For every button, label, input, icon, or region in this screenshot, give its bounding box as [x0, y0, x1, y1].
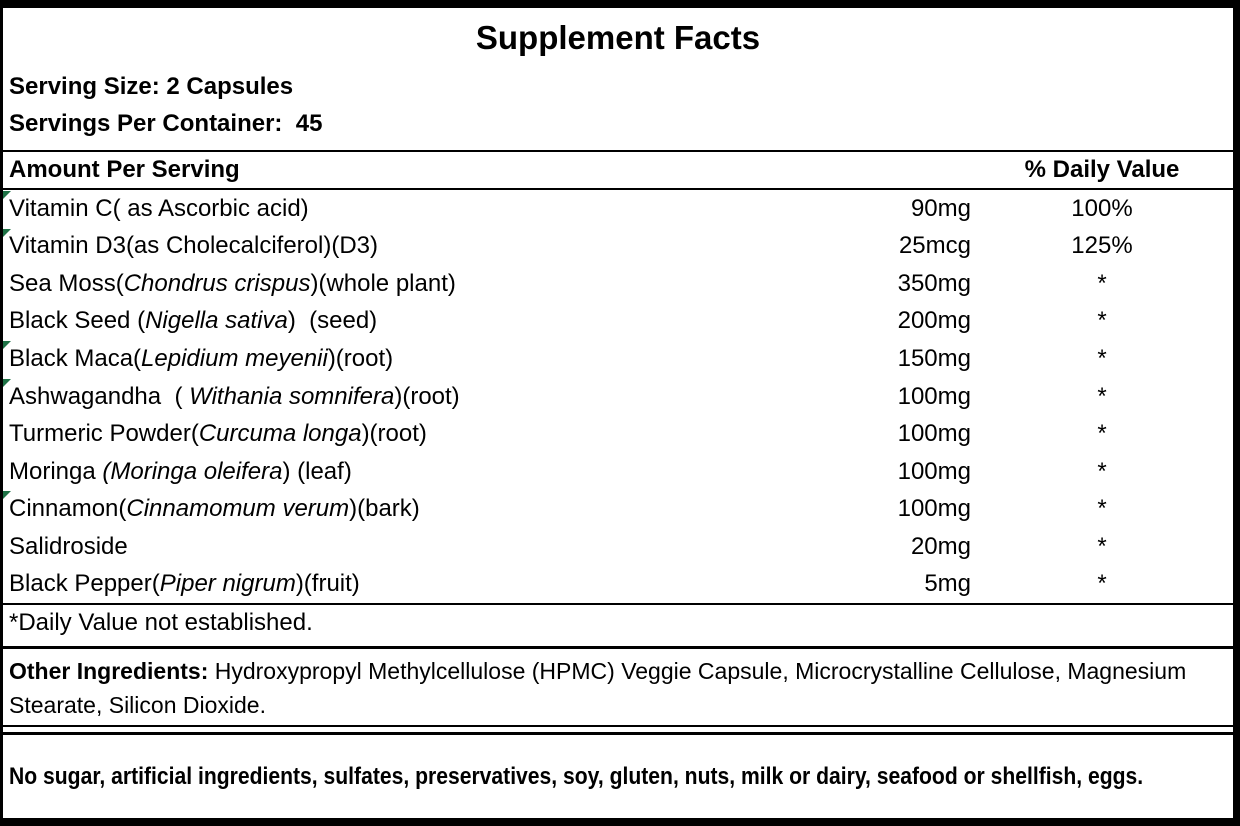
top-section: Supplement Facts Serving Size: 2 Capsule… — [3, 8, 1233, 150]
other-ingredients-label: Other Ingredients: — [9, 658, 209, 684]
ingredient-amount: 350mg — [897, 269, 971, 297]
serving-size-text: Serving Size: 2 Capsules — [9, 73, 294, 100]
table-row: Vitamin C( as Ascorbic acid) 90mg 100% — [3, 190, 1233, 228]
excel-flag-icon — [3, 191, 11, 199]
ingredient-amount: 90mg — [910, 194, 971, 222]
ingredient-daily-value: * — [1097, 344, 1107, 372]
ingredient-daily-value: * — [1097, 420, 1107, 448]
allergen-statement-text: No sugar, artificial ingredients, sulfat… — [9, 762, 1144, 790]
ingredient-name: Ashwagandha ( Withania somnifera)(root) — [9, 382, 460, 410]
daily-value-header: % Daily Value — [1024, 156, 1180, 183]
ingredient-name: Sea Moss(Chondrus crispus)(whole plant) — [9, 269, 456, 297]
ingredient-daily-value: * — [1097, 495, 1107, 523]
ingredient-amount: 200mg — [897, 307, 971, 335]
ingredient-name: Vitamin C( as Ascorbic acid) — [9, 194, 309, 222]
ingredient-name: Moringa (Moringa oleifera) (leaf) — [9, 457, 352, 485]
excel-flag-icon — [3, 378, 11, 387]
amount-per-serving-header: Amount Per Serving — [9, 156, 240, 183]
ingredient-amount: 100mg — [897, 495, 971, 523]
table-row: Cinnamon(Cinnamomum verum)(bark) 100mg * — [3, 490, 1233, 528]
excel-flag-icon — [3, 341, 11, 350]
ingredient-name: Black Pepper(Piper nigrum)(fruit) — [9, 570, 360, 598]
ingredient-amount: 20mg — [910, 532, 971, 560]
excel-flag-icon — [3, 228, 11, 237]
servings-per-container-text: Servings Per Container: 45 — [9, 110, 323, 137]
ingredient-daily-value: * — [1097, 532, 1107, 560]
ingredient-daily-value: 125% — [1071, 232, 1133, 260]
ingredient-name: Black Maca(Lepidium meyenii)(root) — [9, 344, 394, 372]
section-gap — [3, 727, 1233, 732]
ingredient-name: Cinnamon(Cinnamomum verum)(bark) — [9, 495, 420, 523]
table-row: Salidroside 20mg * — [3, 528, 1233, 566]
table-row: Sea Moss(Chondrus crispus)(whole plant) 3… — [3, 265, 1233, 303]
ingredient-daily-value: * — [1097, 457, 1107, 485]
table-row: Black Maca(Lepidium meyenii)(root) 150mg * — [3, 340, 1233, 378]
table-header-row: Amount Per Serving % Daily Value — [3, 150, 1233, 190]
section-gap — [3, 641, 1233, 646]
table-row: Black Seed (Nigella sativa) (seed) 200mg * — [3, 303, 1233, 341]
excel-flag-icon — [3, 491, 11, 500]
other-ingredients-section: Other Ingredients: Hydroxypropyl Methylc… — [3, 646, 1233, 727]
ingredient-amount: 150mg — [897, 344, 971, 372]
ingredient-amount: 100mg — [897, 457, 971, 485]
ingredient-name: Black Seed (Nigella sativa) (seed) — [9, 307, 378, 335]
ingredient-amount: 100mg — [897, 420, 971, 448]
ingredient-daily-value: * — [1097, 570, 1107, 598]
allergen-statement-section: No sugar, artificial ingredients, sulfat… — [3, 732, 1233, 818]
ingredient-amount: 25mcg — [898, 232, 971, 260]
ingredient-daily-value: 100% — [1071, 194, 1133, 222]
table-row: Moringa (Moringa oleifera) (leaf) 100mg * — [3, 453, 1233, 491]
ingredient-amount: 100mg — [897, 382, 971, 410]
page-title: Supplement Facts — [475, 19, 761, 56]
ingredient-name: Salidroside — [9, 532, 128, 560]
table-row: Turmeric Powder(Curcuma longa)(root) 100m… — [3, 415, 1233, 453]
daily-value-footnote: *Daily Value not established. — [3, 603, 1233, 641]
ingredient-name: Vitamin D3(as Cholecalciferol)(D3) — [9, 232, 379, 260]
ingredient-amount: 5mg — [924, 570, 971, 598]
table-row: Black Pepper(Piper nigrum)(fruit) 5mg * — [3, 565, 1233, 603]
table-row: Vitamin D3(as Cholecalciferol)(D3) 25mcg 1… — [3, 228, 1233, 266]
ingredient-name: Turmeric Powder(Curcuma longa)(root) — [9, 420, 427, 448]
ingredient-daily-value: * — [1097, 307, 1107, 335]
ingredient-daily-value: * — [1097, 269, 1107, 297]
table-row: Ashwagandha ( Withania somnifera)(root) 1… — [3, 378, 1233, 416]
ingredient-daily-value: * — [1097, 382, 1107, 410]
ingredient-rows: Vitamin C( as Ascorbic acid) 90mg 100% Vita… — [3, 190, 1233, 603]
other-ingredients-text: Hydroxypropyl Methylcellulose (HPMC) Veg… — [9, 658, 1187, 718]
